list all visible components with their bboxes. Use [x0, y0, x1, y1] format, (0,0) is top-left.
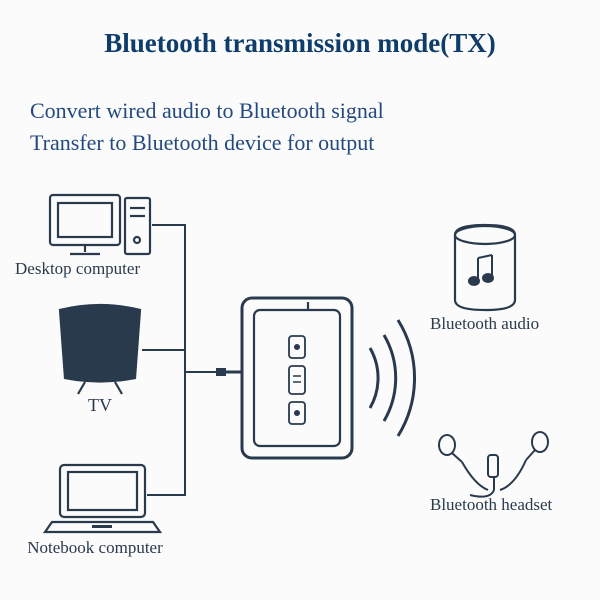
speaker-icon	[455, 225, 515, 310]
subtitle-line-1: Convert wired audio to Bluetooth signal	[30, 98, 384, 124]
wireless-signal-icon	[370, 320, 415, 436]
speaker-label: Bluetooth audio	[430, 314, 590, 334]
notebook-icon	[45, 465, 160, 532]
desktop-label: Desktop computer	[15, 259, 175, 279]
notebook-label: Notebook computer	[10, 538, 180, 558]
diagram-title: Bluetooth transmission mode(TX)	[0, 28, 600, 59]
headset-label: Bluetooth headset	[430, 495, 600, 515]
subtitle-line-2: Transfer to Bluetooth device for output	[30, 130, 374, 156]
headset-icon	[439, 432, 548, 497]
desktop-icon	[50, 195, 150, 254]
transmitter-device	[242, 298, 352, 458]
tv-badge-text: TV	[75, 335, 125, 358]
tv-label: TV	[70, 395, 130, 416]
